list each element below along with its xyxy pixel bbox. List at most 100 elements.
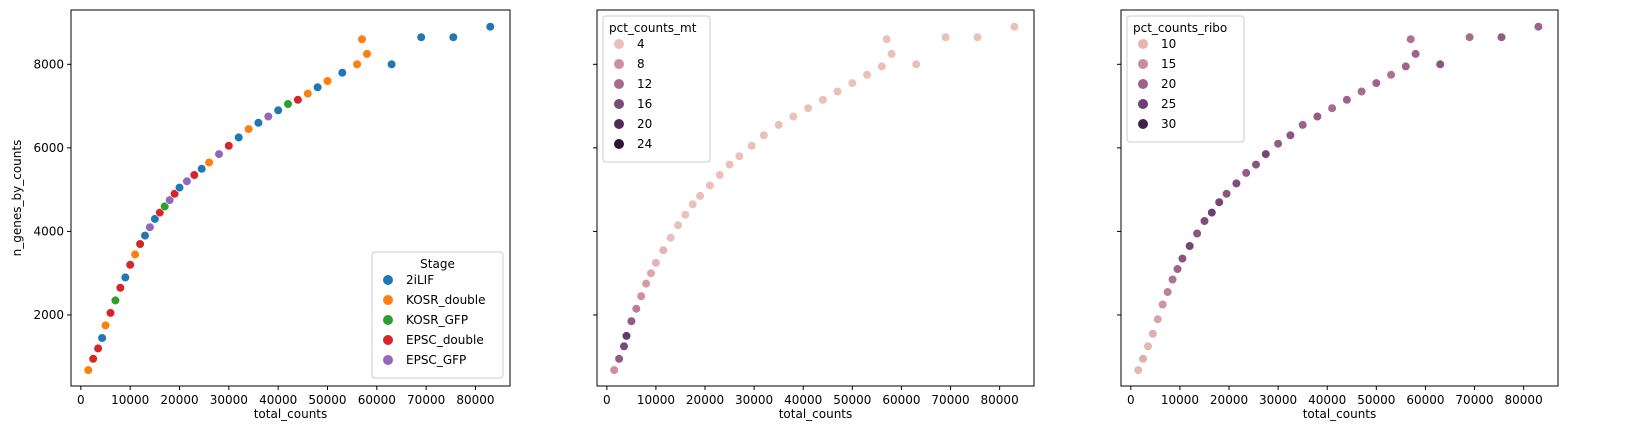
data-point — [1143, 341, 1153, 351]
data-point — [1496, 32, 1507, 42]
data-point — [160, 201, 170, 211]
x-axis-label: total_counts — [779, 407, 853, 421]
data-point — [1241, 168, 1251, 178]
data-point — [357, 34, 367, 44]
data-point — [174, 183, 185, 193]
data-point — [803, 103, 813, 113]
y-tick-label: 8000 — [33, 57, 64, 71]
data-point — [1153, 314, 1163, 324]
panel-pct-counts-mt: 0 10000 20000 30000 40000 50000 60000 70000 8000… — [593, 9, 1035, 421]
legend-marker — [1138, 79, 1148, 89]
data-point — [135, 239, 145, 249]
data-point — [774, 120, 784, 130]
x-tick-label: 20000 — [1210, 393, 1248, 407]
data-point — [862, 70, 872, 80]
data-point — [609, 365, 619, 375]
y-tick-label: 2000 — [33, 308, 64, 322]
data-point — [972, 32, 983, 42]
x-tick-label: 30000 — [1259, 393, 1297, 407]
x-tick-label: 50000 — [308, 393, 346, 407]
data-point — [234, 132, 244, 142]
data-point — [1251, 160, 1261, 170]
data-point — [83, 365, 93, 375]
data-point — [673, 220, 683, 230]
x-tick-label: 80000 — [1505, 393, 1543, 407]
data-point — [97, 333, 107, 343]
data-point — [1162, 287, 1173, 297]
data-point — [182, 176, 192, 186]
legend-label: 4 — [637, 37, 645, 51]
x-tick-label: 0 — [77, 393, 85, 407]
data-point — [1009, 22, 1020, 32]
legend-marker — [1138, 119, 1148, 129]
data-point — [105, 308, 116, 318]
data-point — [788, 111, 799, 122]
x-tick-label: 40000 — [784, 393, 822, 407]
data-point — [263, 111, 273, 122]
data-point — [273, 105, 283, 115]
data-point — [1312, 111, 1322, 122]
data-point — [877, 61, 887, 72]
data-point — [1386, 70, 1396, 80]
data-point — [1231, 178, 1241, 188]
data-point — [145, 222, 155, 232]
data-point — [244, 124, 254, 134]
legend-marker — [383, 275, 393, 285]
data-point — [1185, 241, 1195, 251]
data-point — [695, 191, 705, 201]
data-point — [641, 279, 651, 289]
legend-label: 2iLIF — [406, 273, 434, 287]
data-point — [293, 95, 303, 105]
legend: pct_counts_ribo 10 15 20 25 30 — [1126, 15, 1245, 143]
x-tick-label: 20000 — [686, 393, 724, 407]
data-point — [734, 151, 745, 161]
x-tick-label: 40000 — [259, 393, 297, 407]
data-point — [940, 32, 951, 42]
data-point — [214, 149, 224, 159]
data-point — [631, 304, 641, 314]
data-point — [1342, 95, 1352, 105]
y-tick-label: 6000 — [33, 141, 64, 155]
data-point — [724, 160, 735, 170]
x-tick-label: 60000 — [1406, 393, 1444, 407]
axes-frame — [596, 9, 1035, 387]
data-point — [448, 32, 458, 42]
x-tick-label: 40000 — [1308, 393, 1346, 407]
legend-box — [371, 251, 504, 379]
data-point — [688, 199, 698, 209]
data-point — [362, 49, 372, 59]
data-point — [1285, 130, 1295, 140]
axes-frame — [1120, 9, 1559, 387]
data-point — [165, 195, 175, 205]
legend: Stage 2iLIF KOSR_double KOSR_GFP EPSC_double… — [371, 251, 504, 379]
legend-marker — [614, 59, 624, 69]
legend-label: 30 — [1161, 117, 1176, 131]
data-point — [847, 78, 857, 88]
data-point — [759, 130, 769, 140]
data-point — [88, 354, 98, 364]
x-tick-label: 70000 — [407, 393, 445, 407]
data-point — [120, 272, 130, 283]
data-point — [1177, 254, 1187, 264]
legend-marker — [383, 335, 393, 345]
legend-marker — [1138, 99, 1148, 109]
data-point — [1133, 365, 1143, 375]
data-point — [1356, 86, 1367, 97]
data-point — [626, 316, 637, 326]
x-tick-label: 0 — [1127, 393, 1135, 407]
legend-marker — [614, 79, 624, 89]
data-point — [1327, 103, 1337, 113]
data-point — [636, 291, 646, 301]
x-tick-label: 0 — [603, 393, 611, 407]
legend-label: EPSC_GFP — [406, 353, 466, 367]
data-point — [680, 210, 691, 220]
data-point — [1533, 22, 1543, 32]
data-point — [1221, 189, 1232, 199]
data-point — [387, 59, 397, 69]
data-point — [1167, 274, 1178, 285]
x-tick-label: 10000 — [111, 393, 149, 407]
data-point — [197, 164, 207, 174]
data-point — [646, 268, 656, 278]
x-tick-label: 80000 — [456, 393, 494, 407]
data-point — [715, 170, 725, 180]
